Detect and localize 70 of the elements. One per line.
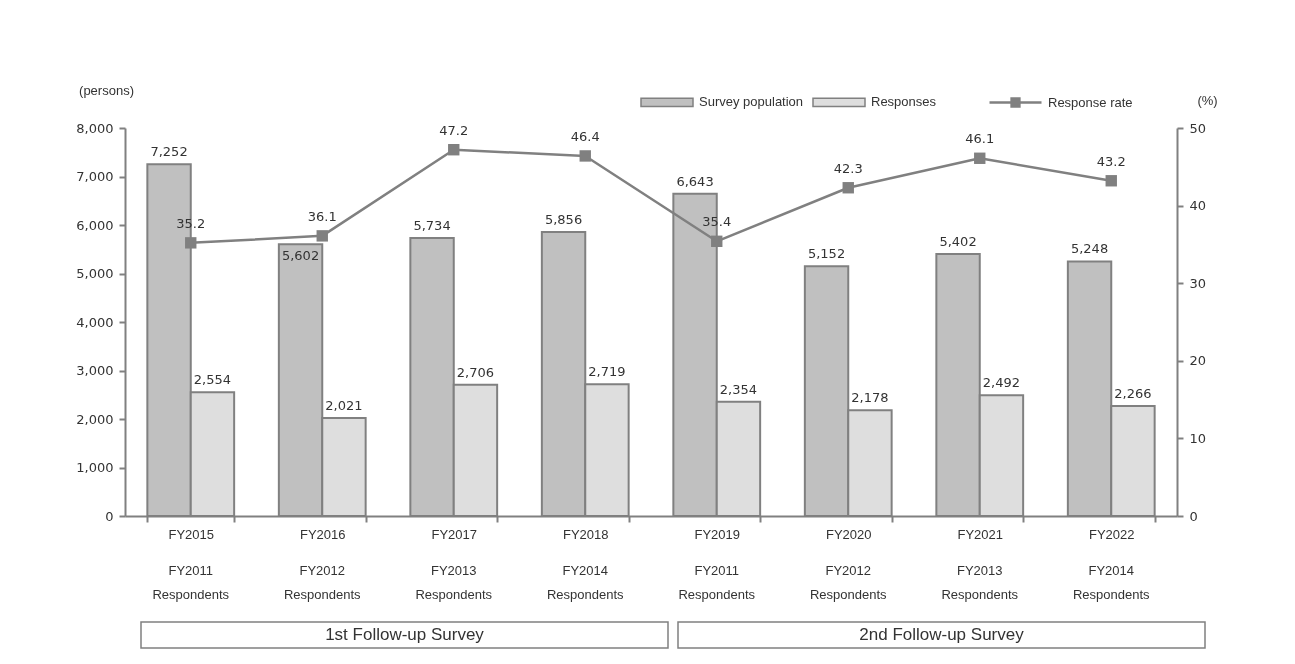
point	[185, 237, 197, 249]
data-label: 5,856	[544, 211, 583, 227]
data-label: 46.4	[570, 128, 600, 144]
y2-axis-title: (%)	[1197, 92, 1218, 108]
text: FY2014 Respondents	[546, 563, 625, 602]
x-tick-label: FY2015	[168, 526, 215, 542]
text: FY2011 Respondents	[678, 563, 756, 602]
y2-tick-label: 20	[1189, 353, 1207, 369]
data-label: 5,734	[413, 217, 451, 233]
data-label: 43.2	[1096, 153, 1126, 169]
data-label: 5,152	[807, 246, 846, 262]
legend-label: Response rate	[1048, 94, 1133, 110]
y2-tick-label: 50	[1189, 120, 1207, 136]
data-label: 42.3	[833, 160, 863, 176]
data-label: 7,252	[150, 144, 188, 160]
y2-tick-label: 10	[1189, 430, 1207, 446]
data-label: 2,492	[982, 375, 1021, 391]
y2-tick-label: 0	[1189, 508, 1198, 524]
y-axis-title: (persons)	[79, 82, 134, 98]
data-label: 35.4	[702, 214, 732, 230]
point	[711, 235, 723, 247]
y2-tick-label: 30	[1189, 275, 1207, 291]
y-tick-label: 4,000	[76, 314, 114, 330]
data-label: 5,602	[281, 248, 320, 264]
data-label: 36.1	[307, 208, 337, 224]
y-tick-label: 8,000	[76, 120, 114, 136]
point	[842, 182, 854, 194]
data-label: 2,706	[456, 364, 495, 380]
point	[448, 144, 460, 156]
x-tick-label: FY2017	[431, 526, 478, 542]
point	[974, 152, 986, 164]
data-label: 2,554	[193, 372, 232, 388]
data-label: 2,354	[719, 381, 758, 397]
point	[579, 150, 591, 162]
text: FY2012 Respondents	[809, 563, 888, 602]
text: 2nd Follow-up Survey	[859, 625, 1025, 644]
text: FY2013 Respondents	[415, 563, 493, 602]
y-tick-label: 3,000	[76, 363, 114, 378]
y-tick-label: 5,000	[76, 266, 114, 281]
x-tick-label: FY2020	[825, 526, 872, 542]
legend-label: Responses	[871, 94, 937, 110]
data-label: 6,643	[676, 173, 714, 189]
data-label: 5,402	[939, 234, 977, 249]
text: FY2012 Respondents	[283, 563, 362, 602]
text: FY2014 Respondents	[1072, 563, 1151, 602]
x-tick-label: FY2016	[299, 526, 346, 542]
text: 1st Follow-up Survey	[325, 625, 485, 644]
data-label: 2,178	[851, 390, 889, 406]
y-tick-label: 1,000	[76, 460, 114, 475]
legend-label: Survey population	[699, 94, 804, 110]
text: FY2013 Respondents	[941, 563, 1019, 602]
data-label: 47.2	[439, 122, 469, 138]
y2-tick-label: 40	[1189, 198, 1207, 214]
point	[316, 230, 328, 242]
x-tick-label: FY2018	[562, 526, 609, 542]
data-label: 46.1	[965, 131, 995, 147]
x-tick-label: FY2022	[1088, 526, 1135, 542]
text: FY2011 Respondents	[152, 563, 230, 602]
data-label: 35.2	[176, 215, 206, 231]
point	[1105, 175, 1117, 187]
y-tick-label: 2,000	[76, 411, 114, 427]
data-label: 2,266	[1114, 386, 1152, 402]
y-tick-label: 6,000	[76, 217, 114, 233]
data-label: 5,248	[1070, 241, 1109, 257]
y-tick-label: 0	[105, 508, 114, 524]
data-label: 2,021	[325, 397, 363, 413]
x-tick-label: FY2021	[957, 526, 1004, 542]
y-tick-label: 7,000	[76, 169, 114, 184]
x-tick-label: FY2019	[694, 526, 741, 542]
data-label: 2,719	[588, 364, 626, 380]
